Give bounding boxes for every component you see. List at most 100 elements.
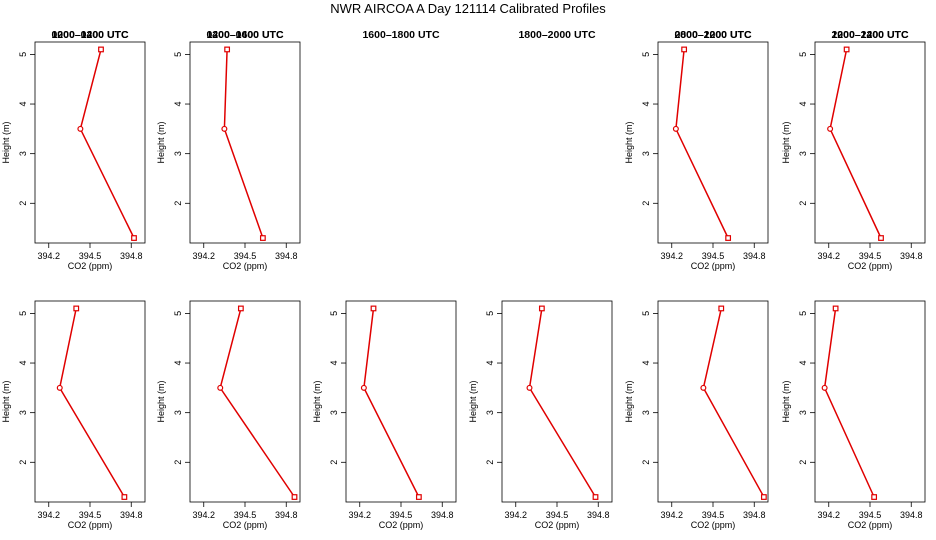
y-axis-label: Height (m) — [1, 121, 11, 163]
data-point — [415, 494, 422, 500]
y-tick-label: 5 — [798, 311, 808, 316]
profile-line — [363, 308, 420, 498]
profile-line — [219, 308, 296, 498]
profile-line — [829, 49, 882, 239]
y-tick-label: 5 — [18, 311, 28, 316]
y-tick-label: 4 — [485, 361, 495, 366]
y-tick-label: 4 — [798, 102, 808, 107]
chart-title: 0000–0200 UTC — [51, 29, 128, 41]
y-tick-label: 3 — [173, 151, 183, 156]
x-tick-label: 394.2 — [660, 510, 683, 520]
data-point — [878, 235, 884, 241]
x-tick-label: 394.5 — [79, 510, 102, 520]
y-tick-label: 4 — [641, 361, 651, 366]
y-tick-label: 2 — [641, 201, 651, 206]
y-axis-label: Height (m) — [156, 121, 166, 163]
y-tick-label: 3 — [641, 410, 651, 415]
plot-frame — [34, 300, 146, 503]
y-tick-label: 2 — [798, 460, 808, 465]
y-tick-label: 4 — [173, 102, 183, 107]
chart-panel-4: 1200–1400 UTC 394.2 394.5 394.8 2 3 4 5 CO2 (ppm… — [1, 29, 146, 530]
y-tick-label: 2 — [18, 460, 28, 465]
y-tick-label: 2 — [485, 460, 495, 465]
profile-line — [223, 49, 264, 239]
data-point — [871, 494, 878, 500]
x-tick-label: 394.8 — [900, 251, 923, 261]
x-axis-label: CO2 (ppm) — [379, 520, 424, 530]
x-tick-label: 394.2 — [817, 510, 840, 520]
x-tick-label: 394.2 — [192, 251, 215, 261]
chart-panel-1: 0200–0400 UTC 394.2 394.5 394.8 2 3 4 5 CO2 (ppm… — [156, 29, 301, 271]
y-tick-label: 3 — [173, 410, 183, 415]
y-tick-label: 5 — [641, 52, 651, 57]
y-axis-label: Height (m) — [468, 380, 478, 422]
data-point — [259, 235, 266, 241]
x-tick-label: 394.8 — [120, 251, 143, 261]
data-point — [131, 235, 137, 241]
data-point — [98, 46, 104, 53]
data-point — [700, 384, 707, 391]
x-tick-label: 394.2 — [192, 510, 215, 520]
y-tick-label: 5 — [798, 52, 808, 57]
y-axis-label: Height (m) — [1, 380, 11, 422]
chart-panel-0: 0000–0200 UTC 394.2 394.5 394.8 2 3 4 5 CO2 (ppm… — [1, 29, 146, 271]
data-point — [843, 46, 850, 53]
chart-title: 0800–1000 UTC — [674, 29, 751, 41]
x-tick-label: 394.2 — [348, 510, 371, 520]
x-tick-label: 394.8 — [743, 510, 766, 520]
y-tick-label: 3 — [798, 151, 808, 156]
data-point — [718, 305, 725, 312]
x-tick-label: 394.8 — [900, 510, 923, 520]
chart-panel-7: 1800–2000 UTC 394.2 394.5 394.8 2 3 4 5 CO2 (ppm… — [468, 29, 613, 530]
profile-line — [823, 308, 875, 498]
data-point — [672, 125, 679, 132]
x-tick-label: 394.8 — [587, 510, 610, 520]
y-tick-label: 4 — [798, 361, 808, 366]
y-tick-label: 2 — [329, 460, 339, 465]
data-point — [56, 384, 63, 391]
y-tick-label: 3 — [485, 410, 495, 415]
data-point — [370, 305, 377, 312]
y-tick-label: 4 — [173, 361, 183, 366]
x-axis-label: CO2 (ppm) — [535, 520, 580, 530]
y-tick-label: 4 — [329, 361, 339, 366]
chart-title: 2200–2400 UTC — [831, 29, 908, 41]
y-tick-label: 4 — [18, 361, 28, 366]
chart-panel-5: 1400–1600 UTC 394.2 394.5 394.8 2 3 4 5 CO2 (ppm… — [156, 29, 301, 530]
profile-line — [702, 308, 765, 498]
y-tick-label: 2 — [173, 201, 183, 206]
x-axis-label: CO2 (ppm) — [223, 261, 268, 271]
data-point — [217, 384, 224, 391]
chart-title: 1400–1600 UTC — [206, 29, 283, 41]
data-point — [592, 494, 599, 500]
y-axis-label: Height (m) — [156, 380, 166, 422]
x-axis-label: CO2 (ppm) — [848, 261, 893, 271]
y-tick-label: 4 — [641, 102, 651, 107]
chart-title: 1200–1400 UTC — [51, 29, 128, 41]
x-tick-label: 394.2 — [37, 510, 60, 520]
chart-title: 1600–1800 UTC — [362, 29, 439, 41]
y-axis-label: Height (m) — [624, 380, 634, 422]
x-axis-label: CO2 (ppm) — [848, 520, 893, 530]
data-point — [827, 125, 834, 132]
x-axis-label: CO2 (ppm) — [68, 520, 113, 530]
x-axis-label: CO2 (ppm) — [691, 520, 736, 530]
data-point — [681, 46, 688, 53]
x-tick-label: 394.5 — [79, 251, 102, 261]
y-tick-label: 2 — [18, 201, 28, 206]
y-tick-label: 3 — [18, 410, 28, 415]
page-title: NWR AIRCOA A Day 121114 Calibrated Profi… — [330, 1, 606, 16]
data-point — [760, 494, 767, 500]
x-tick-label: 394.5 — [234, 510, 257, 520]
plot-frame — [501, 300, 613, 503]
profile-line — [528, 308, 597, 498]
chart-panel-3: 1000–1200 UTC 394.2 394.5 394.8 2 3 4 5 CO2 (ppm… — [781, 29, 926, 271]
plot-frame — [34, 41, 146, 244]
x-axis-label: CO2 (ppm) — [223, 520, 268, 530]
data-point — [725, 235, 732, 241]
data-point — [221, 125, 228, 132]
x-tick-label: 394.5 — [702, 510, 725, 520]
y-tick-label: 2 — [798, 201, 808, 206]
x-tick-label: 394.8 — [743, 251, 766, 261]
data-point — [821, 384, 828, 391]
